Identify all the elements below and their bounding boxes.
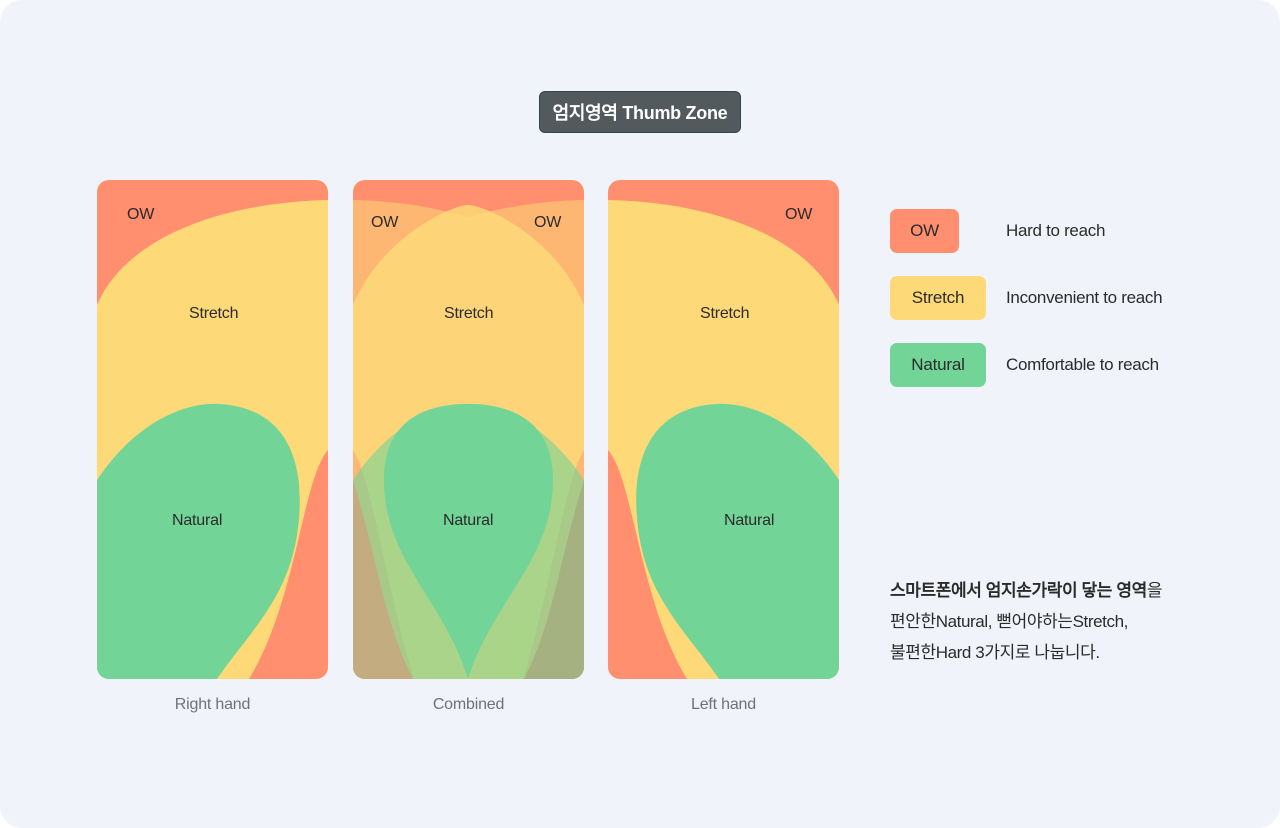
combined-diagram — [353, 180, 584, 679]
zone-label-natural: Natural — [724, 512, 775, 529]
zone-label-ow-left: OW — [371, 214, 399, 231]
zone-label-natural: Natural — [443, 512, 494, 529]
legend-desc-ow: Hard to reach — [1006, 221, 1106, 240]
zone-label-ow-right: OW — [534, 214, 562, 231]
right-hand-diagram — [97, 180, 328, 679]
description-line-1-rest: 을 — [1146, 581, 1163, 600]
right-hand-svg — [97, 180, 328, 679]
combined-edge-right — [524, 480, 584, 679]
zone-label-stretch: Stretch — [444, 305, 494, 322]
natural-zone — [636, 403, 839, 679]
zone-label-stretch: Stretch — [189, 305, 239, 322]
zone-label-ow: OW — [127, 206, 155, 223]
legend-swatch-ow: OW — [890, 209, 959, 253]
combined-edge-left — [353, 480, 413, 679]
caption-right-hand: Right hand — [174, 696, 251, 713]
zone-label-stretch: Stretch — [700, 305, 750, 322]
legend-swatch-stretch: Stretch — [890, 276, 986, 320]
natural-zone — [97, 403, 300, 679]
description: 스마트폰에서 엄지손가락이 닿는 영역을 편안한Natural, 뻗어야하는St… — [890, 575, 1260, 668]
description-line-1: 스마트폰에서 엄지손가락이 닿는 영역을 — [890, 575, 1260, 606]
natural-zone-overlap — [384, 404, 553, 679]
zone-label-ow: OW — [785, 206, 813, 223]
combined-svg — [353, 180, 584, 679]
description-line-3: 불편한Hard 3가지로 나눕니다. — [890, 643, 1100, 662]
title-badge: 엄지영역 Thumb Zone — [539, 91, 741, 133]
description-bold: 스마트폰에서 엄지손가락이 닿는 영역 — [890, 581, 1147, 600]
left-hand-diagram — [608, 180, 839, 679]
zone-label-natural: Natural — [172, 512, 223, 529]
caption-left-hand: Left hand — [691, 696, 756, 713]
legend-desc-natural: Comfortable to reach — [1006, 355, 1159, 374]
caption-combined: Combined — [432, 696, 505, 713]
left-hand-svg — [608, 180, 839, 679]
legend-desc-stretch: Inconvenient to reach — [1006, 288, 1163, 307]
legend-swatch-natural: Natural — [890, 343, 986, 387]
description-line-2: 편안한Natural, 뻗어야하는Stretch, — [890, 612, 1128, 631]
